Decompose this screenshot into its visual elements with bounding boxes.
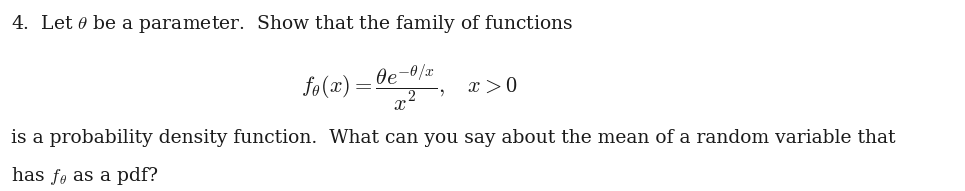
Text: 4.  Let $\theta$ be a parameter.  Show that the family of functions: 4. Let $\theta$ be a parameter. Show tha…: [11, 13, 573, 35]
Text: is a probability density function.  What can you say about the mean of a random : is a probability density function. What …: [11, 129, 896, 147]
Text: $f_\theta(x) = \dfrac{\theta e^{-\theta/x}}{x^2}, \quad x > 0$: $f_\theta(x) = \dfrac{\theta e^{-\theta/…: [301, 62, 517, 113]
Text: has $f_\theta$ as a pdf?: has $f_\theta$ as a pdf?: [11, 165, 158, 187]
